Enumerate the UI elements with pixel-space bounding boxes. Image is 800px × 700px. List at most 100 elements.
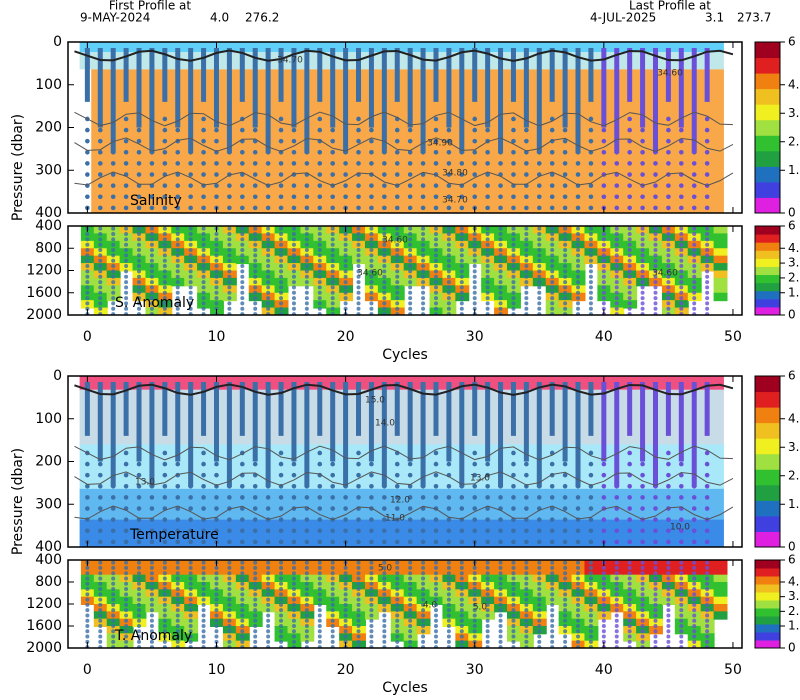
profile-dot <box>666 528 671 534</box>
profile-dot <box>627 565 632 570</box>
profile-dot <box>253 248 258 253</box>
profile-dot <box>536 205 542 211</box>
profile-dot <box>601 116 607 122</box>
profile-dot <box>433 232 438 237</box>
profile-dot <box>356 571 361 576</box>
profile-dot <box>704 528 710 534</box>
profile-dot <box>588 258 593 263</box>
profile-dot <box>227 237 232 242</box>
profile-dot <box>214 172 219 177</box>
profile-dot <box>188 517 193 522</box>
profile-dot <box>330 274 335 279</box>
profile-dot <box>266 248 271 253</box>
profile-dot <box>433 602 438 607</box>
field <box>558 604 573 613</box>
profile-dot <box>330 624 335 628</box>
profile-dot <box>640 608 645 613</box>
field <box>597 604 612 613</box>
profile-dot <box>265 472 271 478</box>
profile-dot <box>124 639 129 644</box>
profile-dot <box>640 629 645 634</box>
profile-dot <box>485 226 490 231</box>
profile-dot <box>382 539 387 545</box>
profile-dot <box>498 613 503 618</box>
profile-dot <box>666 602 671 607</box>
profile-dot <box>149 624 154 628</box>
profile-dot <box>330 634 335 639</box>
field <box>210 604 224 613</box>
profile-dot <box>356 560 361 565</box>
contour <box>74 445 733 461</box>
profile-dot <box>550 624 555 628</box>
profile-dot <box>369 296 374 301</box>
profile-dot <box>524 565 529 570</box>
profile-dot <box>421 592 426 597</box>
profile-dot <box>343 472 348 478</box>
profile-dot <box>188 290 193 295</box>
profile-dot <box>485 576 490 581</box>
field <box>145 582 160 591</box>
profile-dot <box>279 613 284 618</box>
profile-dot <box>149 248 154 253</box>
profile-dot <box>511 242 516 247</box>
profile-dot <box>343 127 348 133</box>
profile-dot <box>614 253 619 258</box>
profile-dot <box>691 461 697 467</box>
profile-dot <box>97 483 103 489</box>
profile-dot <box>227 608 232 613</box>
field <box>313 248 328 257</box>
profile-dot <box>304 581 309 586</box>
profile-dot <box>511 560 516 565</box>
profile-dot <box>227 602 232 607</box>
profile-dot <box>111 269 116 274</box>
profile-dot <box>408 274 413 279</box>
profile-dot <box>266 280 271 285</box>
profile-dot <box>601 634 606 639</box>
profile-dot <box>498 258 503 263</box>
profile-dot <box>472 613 477 618</box>
profile-dot <box>549 517 555 522</box>
profile-dot <box>485 581 490 586</box>
profile-dot <box>253 602 258 607</box>
profile-dot <box>343 495 348 500</box>
profile-dot <box>253 306 258 311</box>
profile-dot <box>394 472 400 478</box>
profile-dot <box>278 461 284 467</box>
profile-dot <box>588 290 593 295</box>
profile-dot <box>214 248 219 253</box>
field <box>661 248 676 257</box>
field <box>623 285 638 294</box>
profile-dot <box>136 149 142 155</box>
profile-dot <box>588 301 593 306</box>
profile-dot <box>588 634 593 639</box>
profile-dot <box>576 608 581 613</box>
profile-dot <box>485 237 490 242</box>
profile-dot <box>446 581 451 586</box>
profile-dot <box>705 253 710 258</box>
profile-dot <box>588 592 593 597</box>
profile-dot <box>640 639 645 644</box>
field <box>713 574 728 583</box>
profile-dot <box>124 571 129 576</box>
profile-dot <box>111 608 116 613</box>
profile-dot <box>317 149 323 155</box>
profile-dot <box>653 274 658 279</box>
profile-dot <box>408 576 413 581</box>
profile-dot <box>459 253 464 258</box>
profile-dot <box>111 290 116 295</box>
profile-dot <box>524 639 529 644</box>
field <box>377 582 392 591</box>
profile-dot <box>227 232 232 237</box>
field <box>313 285 328 294</box>
profile-dot <box>679 253 684 258</box>
profile-dot <box>253 301 258 306</box>
field <box>571 618 586 627</box>
profile-dot <box>317 269 322 274</box>
profile-dot <box>111 285 116 290</box>
profile-dot <box>537 597 542 602</box>
contour-label: 4.0 <box>423 601 438 611</box>
field <box>597 582 612 591</box>
profile-dot <box>446 528 452 534</box>
profile-dot <box>408 264 413 269</box>
profile-dot <box>201 587 206 592</box>
